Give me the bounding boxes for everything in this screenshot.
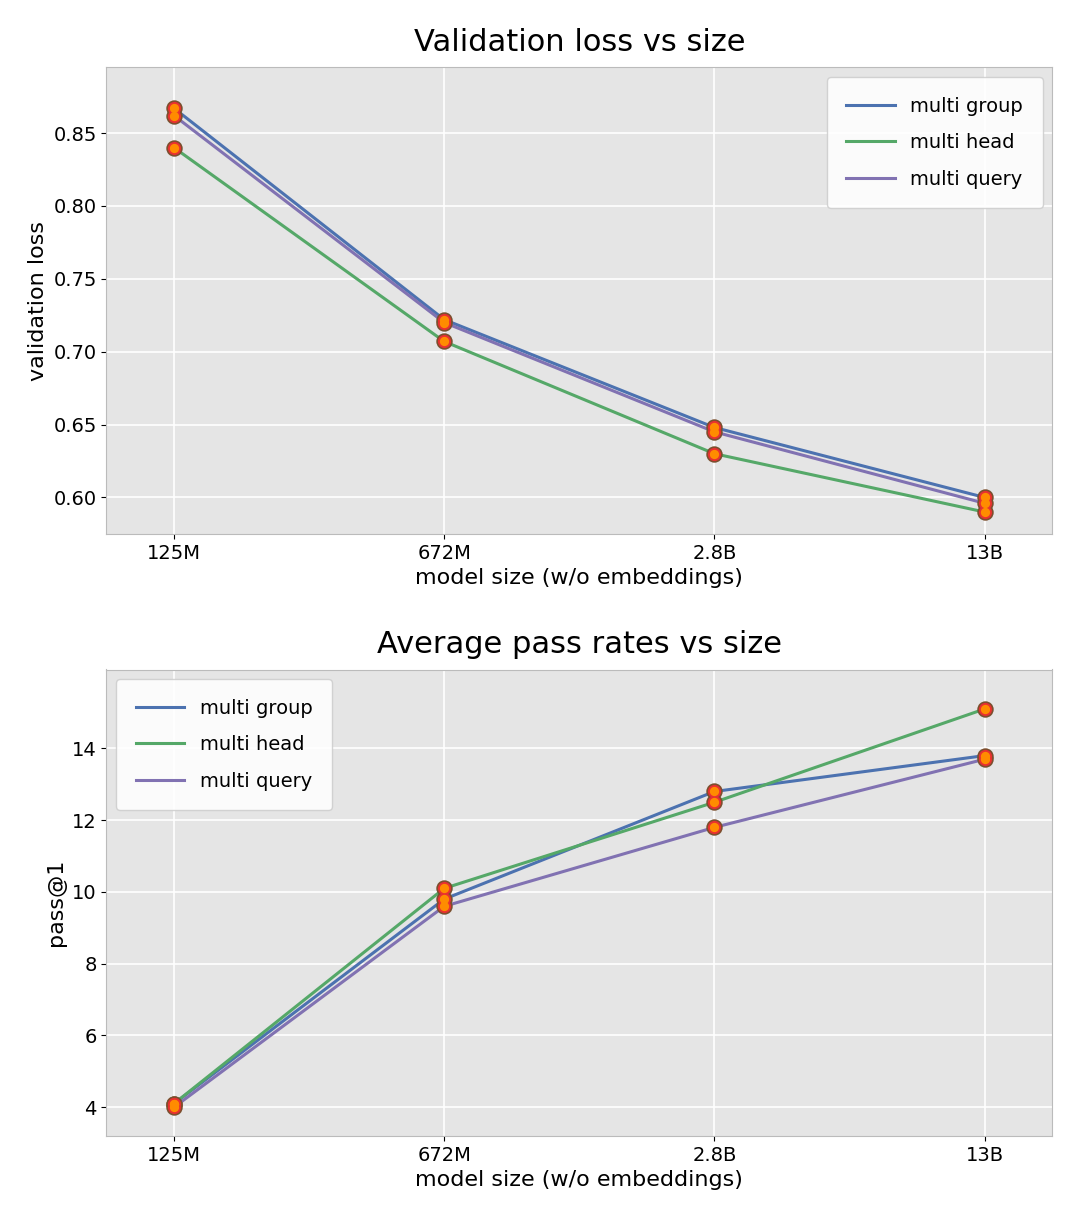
Point <box>976 493 994 513</box>
Point <box>165 106 183 125</box>
Point <box>976 699 994 719</box>
Point <box>706 445 724 464</box>
Y-axis label: validation loss: validation loss <box>28 220 48 381</box>
Point <box>706 782 724 801</box>
Title: Validation loss vs size: Validation loss vs size <box>414 28 745 57</box>
Point <box>706 423 724 442</box>
Point <box>706 817 724 837</box>
Point <box>435 889 453 909</box>
Point <box>165 106 183 125</box>
Point <box>165 1097 183 1117</box>
Point <box>435 331 453 351</box>
Point <box>435 889 453 909</box>
Point <box>435 878 453 898</box>
Point <box>435 878 453 898</box>
Point <box>165 1094 183 1113</box>
Point <box>165 1094 183 1113</box>
Point <box>976 487 994 507</box>
Point <box>706 445 724 464</box>
Point <box>706 782 724 801</box>
Point <box>976 699 994 719</box>
Point <box>976 749 994 769</box>
Point <box>435 889 453 909</box>
Point <box>165 138 183 157</box>
Point <box>976 749 994 769</box>
Point <box>706 817 724 837</box>
Point <box>435 309 453 329</box>
Point <box>706 445 724 464</box>
Point <box>706 418 724 437</box>
Point <box>165 138 183 157</box>
X-axis label: model size (w/o embeddings): model size (w/o embeddings) <box>416 568 743 588</box>
Point <box>706 817 724 837</box>
Point <box>976 749 994 769</box>
Point <box>165 99 183 118</box>
Point <box>706 423 724 442</box>
Point <box>976 502 994 521</box>
Point <box>976 502 994 521</box>
Point <box>435 313 453 333</box>
Point <box>435 896 453 916</box>
Point <box>706 418 724 437</box>
Point <box>165 1097 183 1117</box>
Point <box>976 745 994 765</box>
Point <box>435 896 453 916</box>
Point <box>435 309 453 329</box>
Point <box>706 793 724 812</box>
Point <box>706 418 724 437</box>
Point <box>976 745 994 765</box>
Point <box>706 782 724 801</box>
Point <box>165 106 183 125</box>
Point <box>976 493 994 513</box>
Point <box>165 1094 183 1113</box>
Point <box>165 1094 183 1113</box>
Point <box>165 99 183 118</box>
Point <box>976 745 994 765</box>
Point <box>165 99 183 118</box>
Y-axis label: pass@1: pass@1 <box>46 859 66 946</box>
Point <box>976 487 994 507</box>
Legend: multi group, multi head, multi query: multi group, multi head, multi query <box>826 77 1042 208</box>
Point <box>165 138 183 157</box>
Point <box>976 502 994 521</box>
Point <box>435 331 453 351</box>
Point <box>435 313 453 333</box>
Point <box>976 699 994 719</box>
Point <box>165 1094 183 1113</box>
Point <box>165 1097 183 1117</box>
Point <box>435 878 453 898</box>
Point <box>435 896 453 916</box>
Point <box>706 423 724 442</box>
Title: Average pass rates vs size: Average pass rates vs size <box>377 630 782 659</box>
Point <box>435 313 453 333</box>
Point <box>165 1094 183 1113</box>
Point <box>976 493 994 513</box>
Point <box>706 793 724 812</box>
Point <box>435 331 453 351</box>
Legend: multi group, multi head, multi query: multi group, multi head, multi query <box>117 680 332 810</box>
Point <box>976 487 994 507</box>
Point <box>706 793 724 812</box>
X-axis label: model size (w/o embeddings): model size (w/o embeddings) <box>416 1170 743 1190</box>
Point <box>435 309 453 329</box>
